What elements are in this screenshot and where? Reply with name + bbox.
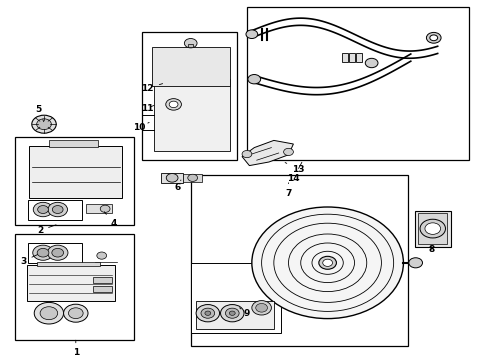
- Text: 10: 10: [132, 122, 149, 132]
- Circle shape: [408, 258, 422, 268]
- Circle shape: [426, 32, 440, 43]
- Circle shape: [100, 205, 110, 212]
- Circle shape: [37, 119, 51, 130]
- Polygon shape: [242, 140, 293, 166]
- Bar: [356, 53, 362, 62]
- Bar: [28, 200, 82, 220]
- Bar: [142, 32, 237, 160]
- Bar: [93, 286, 112, 292]
- Circle shape: [322, 259, 332, 266]
- Circle shape: [33, 245, 53, 260]
- Bar: [341, 53, 347, 62]
- Circle shape: [166, 174, 178, 182]
- Circle shape: [196, 305, 219, 322]
- Bar: [188, 44, 193, 47]
- Circle shape: [37, 248, 49, 257]
- Bar: [246, 7, 468, 160]
- Text: 1: 1: [73, 340, 79, 357]
- Circle shape: [283, 148, 293, 156]
- Circle shape: [97, 252, 106, 259]
- Circle shape: [251, 301, 271, 315]
- Circle shape: [34, 302, 63, 324]
- Bar: [15, 234, 134, 340]
- Circle shape: [242, 150, 251, 158]
- Bar: [93, 277, 112, 283]
- Circle shape: [424, 223, 440, 234]
- Bar: [190, 263, 281, 333]
- Text: 6: 6: [174, 180, 181, 192]
- Circle shape: [245, 30, 257, 39]
- Bar: [37, 262, 100, 266]
- Circle shape: [365, 58, 377, 68]
- Circle shape: [63, 304, 88, 322]
- Circle shape: [52, 206, 63, 213]
- Circle shape: [255, 303, 267, 312]
- Bar: [161, 173, 183, 183]
- Circle shape: [169, 101, 178, 108]
- Circle shape: [225, 308, 239, 318]
- Bar: [417, 213, 447, 244]
- Bar: [28, 243, 82, 263]
- Text: 2: 2: [37, 225, 56, 235]
- Circle shape: [184, 39, 197, 48]
- Circle shape: [229, 311, 235, 315]
- Circle shape: [419, 219, 445, 238]
- Text: 4: 4: [104, 212, 117, 228]
- Circle shape: [32, 115, 56, 133]
- Text: 13: 13: [285, 162, 304, 174]
- Text: 12: 12: [141, 84, 163, 93]
- Text: 5: 5: [35, 105, 44, 122]
- Circle shape: [48, 202, 67, 217]
- Bar: [190, 175, 407, 346]
- Text: 3: 3: [20, 255, 38, 265]
- Circle shape: [318, 256, 336, 269]
- Bar: [183, 174, 202, 182]
- Circle shape: [187, 174, 197, 181]
- Circle shape: [40, 307, 58, 320]
- Circle shape: [220, 305, 244, 322]
- Bar: [15, 137, 134, 225]
- Circle shape: [165, 99, 181, 110]
- Text: 9: 9: [239, 308, 250, 318]
- Circle shape: [204, 311, 210, 315]
- Bar: [154, 79, 229, 151]
- Bar: [151, 47, 229, 86]
- Circle shape: [52, 248, 63, 257]
- Circle shape: [33, 202, 53, 217]
- Bar: [49, 140, 98, 147]
- Circle shape: [247, 75, 260, 84]
- Bar: [195, 301, 273, 329]
- Bar: [29, 146, 122, 198]
- Text: 14: 14: [286, 162, 301, 183]
- Bar: [85, 204, 112, 213]
- Text: 7: 7: [285, 183, 291, 198]
- Circle shape: [251, 207, 403, 319]
- Text: 8: 8: [427, 245, 433, 253]
- Circle shape: [68, 308, 83, 319]
- Circle shape: [429, 35, 437, 41]
- Bar: [414, 211, 450, 247]
- Circle shape: [201, 308, 214, 318]
- Circle shape: [38, 206, 48, 213]
- Text: 11: 11: [141, 104, 154, 112]
- Bar: [27, 265, 115, 301]
- Bar: [348, 53, 354, 62]
- Circle shape: [47, 245, 68, 260]
